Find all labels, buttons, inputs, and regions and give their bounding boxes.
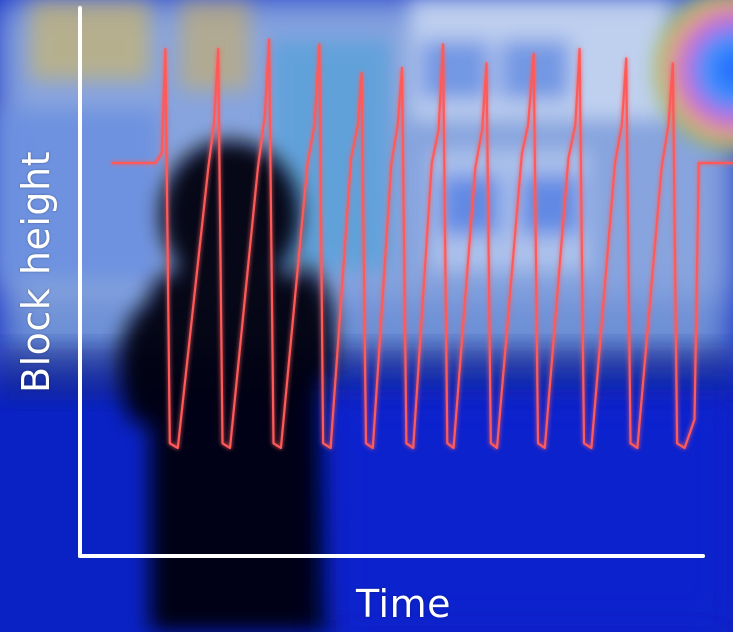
block-height-series-line <box>110 38 733 450</box>
y-axis-title: Block height <box>14 151 58 393</box>
x-axis-title: Time <box>356 582 451 626</box>
